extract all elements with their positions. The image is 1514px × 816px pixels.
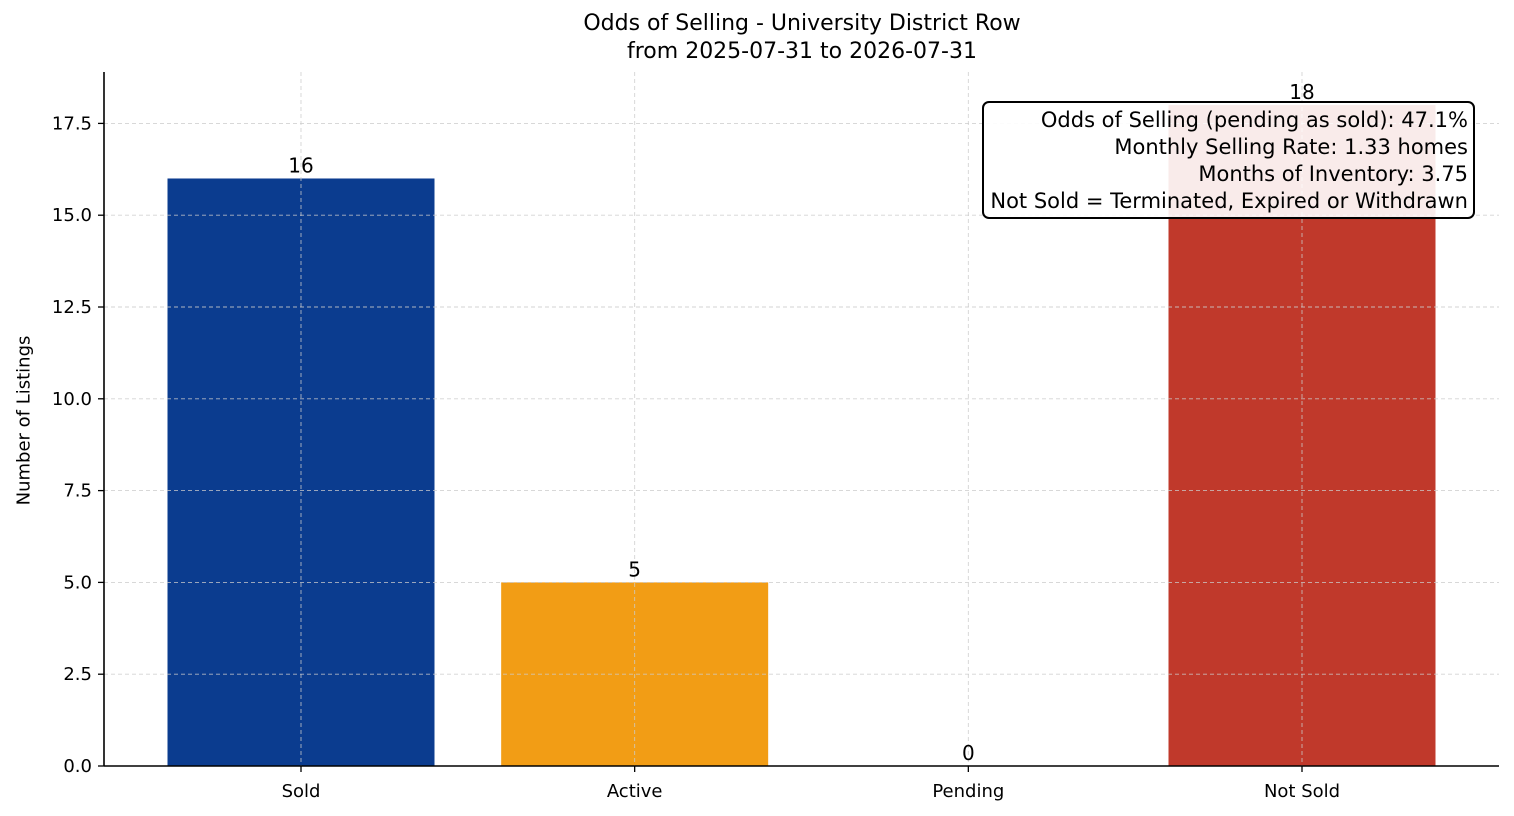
stats-annotation-box: Odds of Selling (pending as sold): 47.1%… [982,101,1475,219]
y-tick-label: 7.5 [63,481,92,502]
months-of-inventory-text: Months of Inventory: 3.75 [1198,162,1468,186]
chart-subtitle: from 2025-07-31 to 2026-07-31 [627,39,977,64]
data-label: 5 [628,557,641,581]
y-tick-label: 12.5 [52,297,92,318]
data-label: 16 [288,153,313,177]
y-tick-label: 5.0 [63,572,92,593]
monthly-selling-rate-text: Monthly Selling Rate: 1.33 homes [1114,135,1468,159]
not-sold-definition-text: Not Sold = Terminated, Expired or Withdr… [990,189,1468,213]
data-label: 0 [962,741,975,765]
odds-of-selling-text: Odds of Selling (pending as sold): 47.1% [1040,108,1468,132]
x-tick-label: Sold [282,781,321,802]
y-tick-label: 0.0 [63,756,92,777]
y-tick-label: 2.5 [63,664,92,685]
x-tick-label: Not Sold [1264,781,1340,802]
y-axis-label: Number of Listings [13,335,35,505]
chart-title: Odds of Selling - University District Ro… [583,11,1021,36]
data-label: 18 [1289,80,1314,104]
y-tick-label: 15.0 [52,205,92,226]
x-tick-label: Active [607,781,663,802]
y-tick-label: 10.0 [52,389,92,410]
y-tick-label: 17.5 [52,113,92,134]
x-tick-label: Pending [932,781,1004,802]
